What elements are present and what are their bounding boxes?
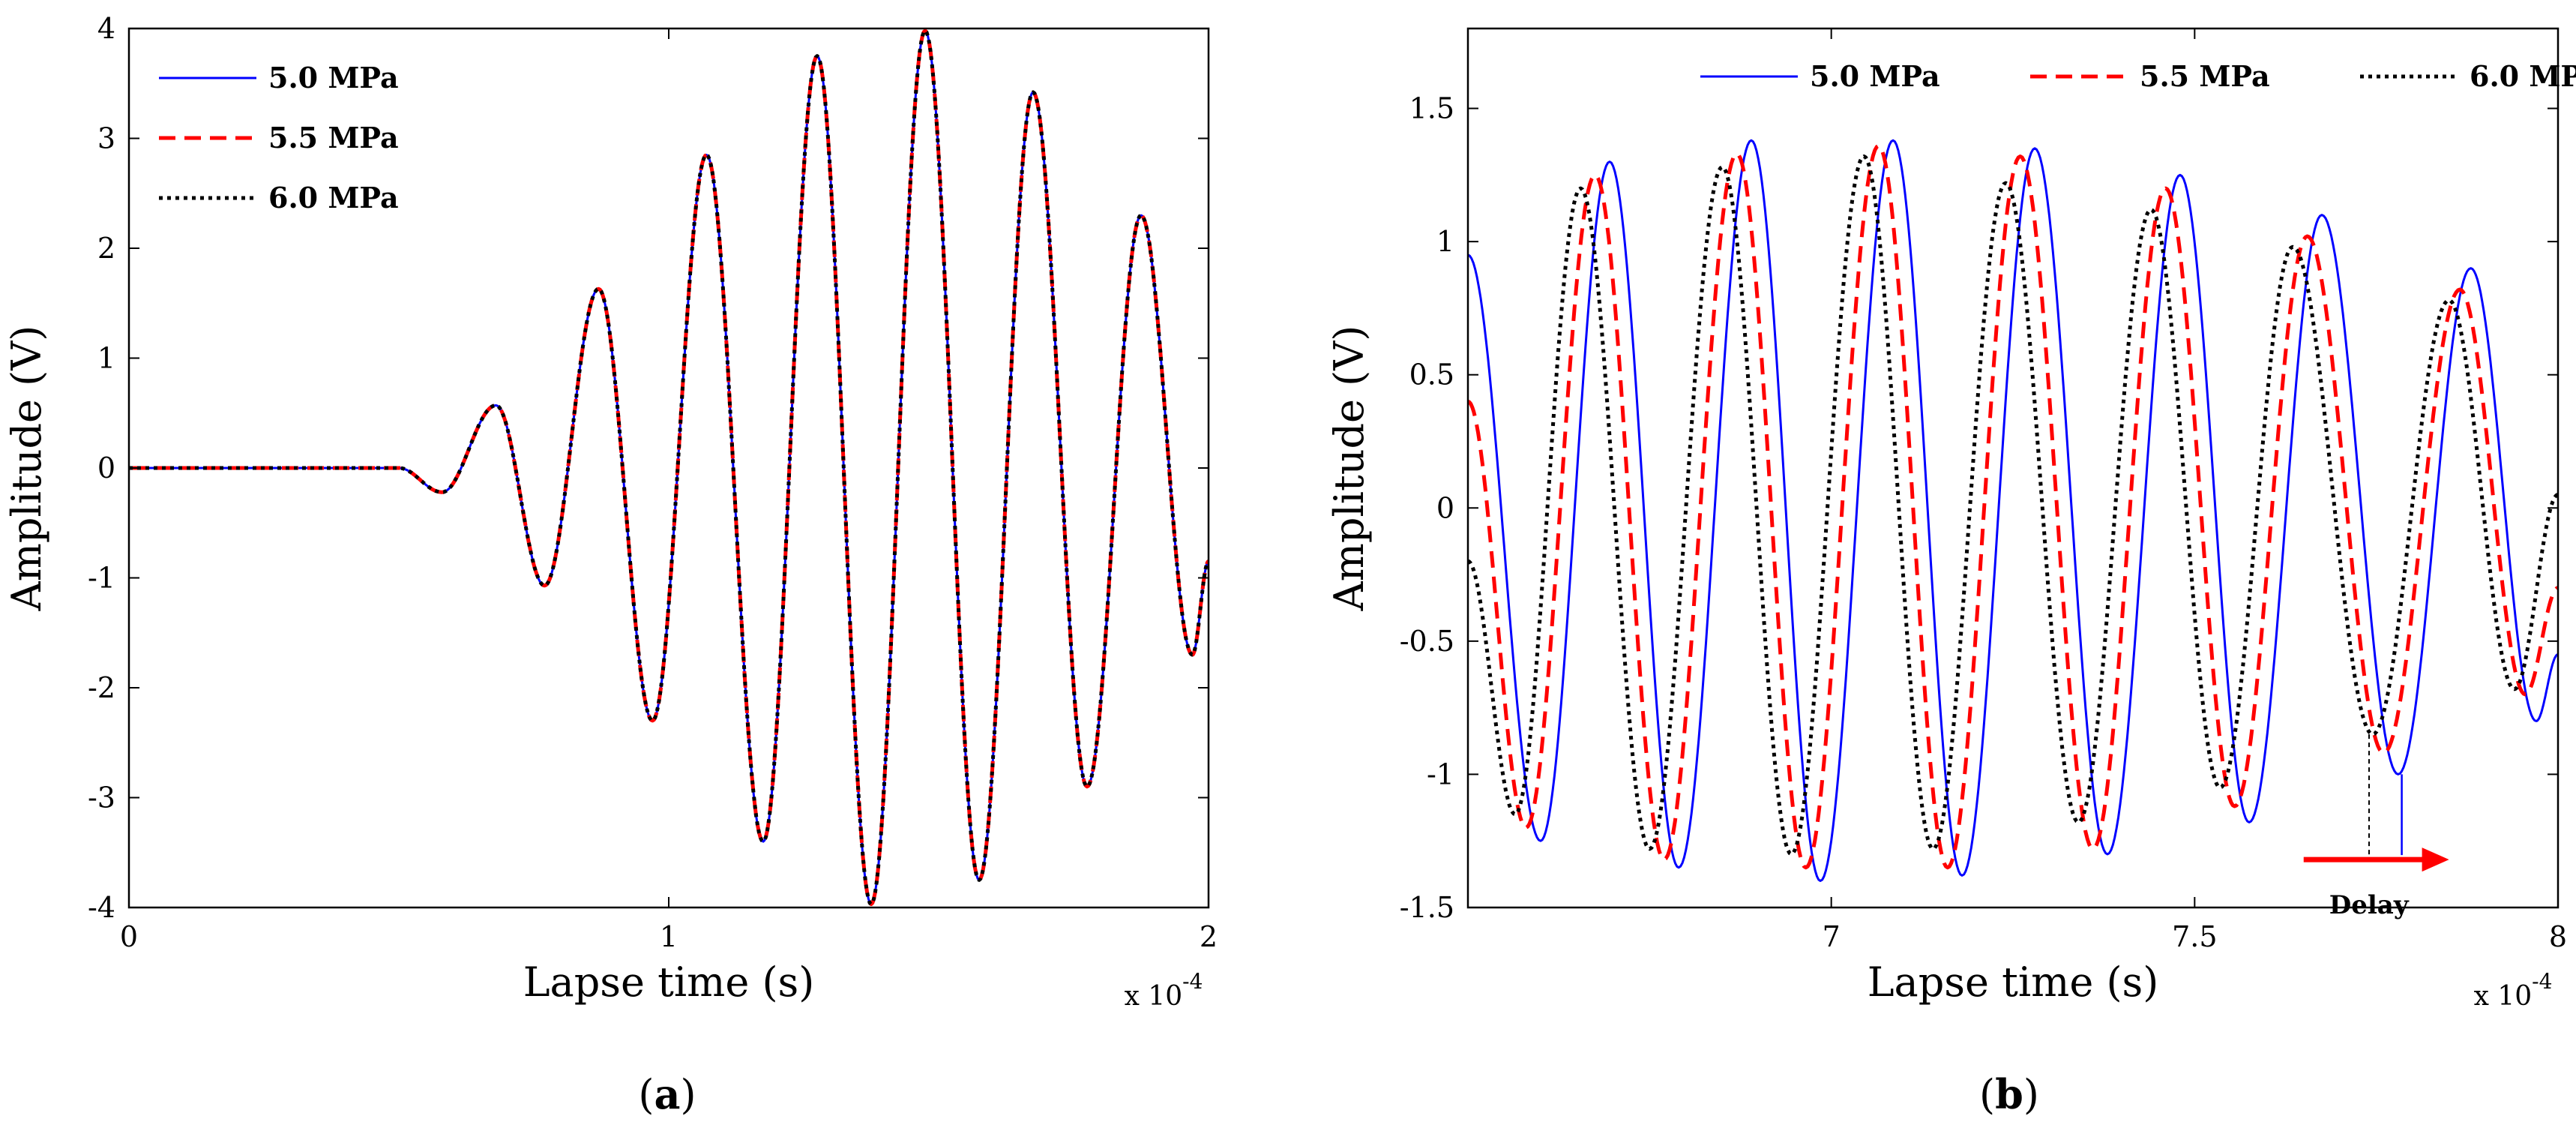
series-line-50 [1468,139,2558,882]
x-tick-label: 1 [660,920,678,953]
y-tick-label: 0 [97,452,115,484]
caption-open: ( [1979,1071,1995,1118]
x-axis-label: Lapse time (s) [1868,958,2159,1006]
legend-entry: 6.0 MPa [268,181,399,214]
multiplier-exponent: -4 [1182,969,1203,994]
x-tick-label: 7 [1823,920,1841,953]
panel-caption: (a) [638,1070,696,1118]
delay-arrow-head [2422,848,2449,872]
delay-annotation: Delay [2303,734,2449,920]
y-tick-label: 1 [1436,225,1454,258]
legend-entry: 5.0 MPa [268,61,399,94]
multiplier-base: x 10 [2474,981,2533,1012]
y-tick-label: -3 [88,782,115,814]
series-group [129,28,1209,907]
y-axis-label: Amplitude (V) [1325,326,1373,612]
y-tick-label: 3 [97,122,115,155]
y-tick-label: -1 [88,562,115,595]
legend-entry: 5.0 MPa [1810,59,1940,93]
caption-letter: b [1995,1070,2023,1118]
multiplier-exponent: -4 [2532,969,2552,994]
x-tick-label: 2 [1200,920,1218,953]
y-tick-label: -1 [1427,758,1454,790]
caption-close: ) [681,1071,696,1118]
x-tick-label: 7.5 [2172,920,2217,953]
panel-caption: (b) [1979,1070,2039,1118]
caption-close: ) [2023,1071,2039,1118]
y-axis-label: Amplitude (V) [3,326,50,612]
y-tick-label: 1.5 [1409,92,1454,125]
y-tick-label: 4 [97,12,115,45]
legend: 5.0 MPa 5.5 MPa 6.0 MPa [1700,59,2576,93]
legend: 5.0 MPa 5.5 MPa 6.0 MPa [159,61,399,214]
series-line-55 [129,28,1209,907]
y-tick-label: 1 [97,342,115,375]
x-axis-multiplier: x 10-4 [2474,969,2553,1012]
panel-b-chart: 7 7.5 8 -1.5 -1 -0.5 0 0.5 1 1.5 Lapse time (s) Amp… [1325,27,2576,1118]
legend-entry: 5.5 MPa [2140,59,2270,93]
x-axis-multiplier: x 10-4 [1125,969,1203,1012]
y-tick-label: -0.5 [1400,625,1454,658]
y-tick-label: -1.5 [1400,891,1454,924]
series-line-55 [1468,143,2558,870]
caption-letter: a [654,1070,681,1118]
y-tick-label: 2 [97,232,115,265]
y-tick-label: -4 [88,891,115,924]
y-tick-label: -2 [88,671,115,704]
x-tick-label: 0 [120,920,138,953]
multiplier-base: x 10 [1125,981,1183,1012]
series-line-60 [1468,154,2558,856]
legend-entry: 5.5 MPa [268,121,399,154]
x-tick-label: 8 [2549,920,2567,953]
delay-label: Delay [2329,890,2410,920]
series-line-60 [129,28,1209,907]
series-group [1468,139,2558,882]
y-tick-label: 0 [1436,491,1454,524]
plot-frame [1466,27,2560,909]
caption-open: ( [638,1071,654,1118]
y-tick-label: 0.5 [1409,358,1454,392]
panel-a-chart: 0 1 2 -4 -3 -2 -1 0 1 2 3 4 Lapse time (s) Amplitude … [3,12,1218,1118]
x-axis-label: Lapse time (s) [523,958,815,1006]
legend-entry: 6.0 MPa [2470,59,2576,93]
